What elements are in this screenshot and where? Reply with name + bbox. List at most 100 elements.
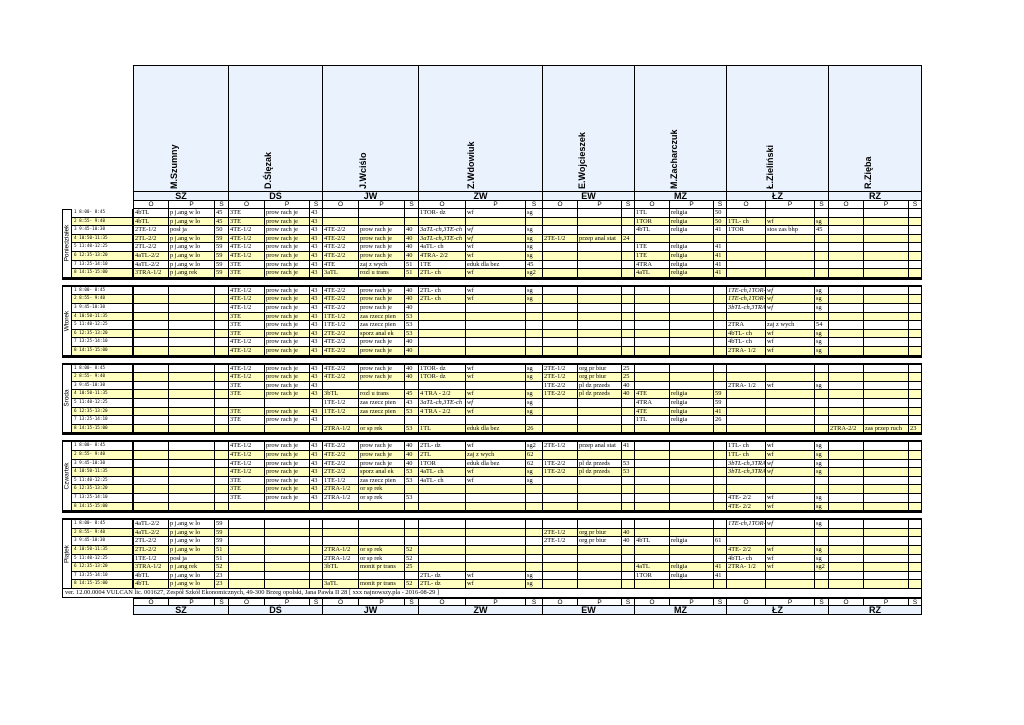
lesson-room: sg (815, 381, 829, 391)
lesson-class: 4TRA (635, 399, 670, 408)
lesson-subject: org pr biur (578, 373, 622, 382)
lesson-subject: wf (766, 459, 815, 469)
lesson-room: 52 (405, 580, 419, 589)
lesson-time: 6 12:35-13:20 (72, 252, 133, 261)
lesson-subject: wf (766, 217, 815, 227)
lesson-class: 4TE- 2/2 (727, 494, 766, 503)
lesson-class (133, 424, 169, 434)
lesson-time: 5 11:40-12:25 (72, 399, 133, 408)
lesson-room: 40 (405, 338, 419, 347)
lesson-room: 40 (405, 243, 419, 252)
lesson-class (727, 571, 766, 581)
lesson-subject (864, 381, 909, 391)
lesson-class (133, 304, 169, 313)
lesson-subject (670, 347, 714, 356)
lesson-room: 53 (405, 321, 419, 330)
lesson-subject (578, 407, 622, 417)
lesson-class: 4TE- 2/2 (727, 502, 766, 512)
column-subheader: S (909, 201, 922, 209)
lesson-room: 43 (310, 312, 323, 322)
column-subheader: S (405, 598, 419, 606)
lesson-subject: religia (670, 209, 714, 218)
teacher-code: RZ (829, 192, 922, 201)
lesson-room (622, 286, 635, 296)
lesson-room (714, 381, 727, 391)
lesson-class (635, 424, 670, 434)
lesson-subject (466, 381, 526, 391)
lesson-room: 40 (622, 537, 635, 546)
lesson-room (526, 520, 543, 529)
lesson-class (133, 494, 169, 503)
lesson-subject: wf (766, 329, 815, 339)
lesson-room: 40 (622, 390, 635, 399)
lesson-subject (578, 399, 622, 408)
lesson-class (229, 520, 265, 529)
lesson-class (727, 424, 766, 434)
lesson-room: 51 (405, 269, 419, 278)
lesson-class: 1TE-1/2 (133, 554, 169, 564)
lesson-class (829, 312, 864, 322)
lesson-class (635, 381, 670, 391)
lesson-subject (359, 381, 405, 391)
lesson-class: 3TRA-1/2 (133, 269, 169, 278)
column-subheader: P (359, 598, 405, 606)
lesson-subject: wf (466, 407, 526, 417)
lesson-room: 59 (215, 528, 229, 538)
lesson-subject (864, 312, 909, 322)
lesson-subject: org pr biur (578, 364, 622, 374)
lesson-subject (169, 442, 215, 451)
lesson-room (310, 546, 323, 555)
lesson-subject (466, 563, 526, 572)
lesson-subject: prow rach je (359, 442, 405, 451)
lesson-subject (578, 451, 622, 460)
lesson-room: sg2 (526, 442, 543, 451)
lesson-room (526, 563, 543, 572)
column-subheader: P (265, 201, 310, 209)
lesson-subject (466, 485, 526, 494)
lesson-room: 62 (526, 451, 543, 460)
day-separator (62, 277, 922, 287)
lesson-class (727, 373, 766, 382)
lesson-time: 7 13:25-14:10 (72, 416, 133, 425)
lesson-class (829, 563, 864, 572)
lesson-room: 25 (405, 563, 419, 572)
lesson-room (622, 520, 635, 529)
lesson-subject (864, 390, 909, 399)
lesson-room: 41 (622, 442, 635, 451)
lesson-class (133, 373, 169, 382)
lesson-room (405, 537, 419, 546)
lesson-subject (864, 243, 909, 252)
lesson-room (215, 321, 229, 330)
lesson-time: 6 12:35-13:20 (72, 329, 133, 339)
lesson-subject (766, 269, 815, 278)
lesson-class (829, 217, 864, 227)
lesson-class: 4TE-1/2 (229, 338, 265, 347)
lesson-subject: zaj z wych (466, 451, 526, 460)
teacher-name: M.Zacharczuk (668, 129, 679, 189)
lesson-subject: wf (766, 304, 815, 313)
lesson-room: 53 (405, 407, 419, 417)
lesson-subject (466, 321, 526, 330)
lesson-room: 54 (815, 321, 829, 330)
lesson-room (714, 286, 727, 296)
lesson-room: sg (526, 252, 543, 261)
lesson-subject (864, 347, 909, 356)
lesson-time: 1 8:00- 8:45 (72, 520, 133, 529)
lesson-room: sg (815, 304, 829, 313)
lesson-subject (169, 468, 215, 477)
teacher-name: M.Szumny (169, 144, 180, 189)
lesson-subject (578, 217, 622, 227)
lesson-class (543, 338, 578, 347)
lesson-room: 43 (310, 459, 323, 469)
lesson-subject: zas rzecz pien (359, 476, 405, 486)
lesson-room: sg (526, 476, 543, 486)
lesson-room (526, 554, 543, 564)
column-subheader: O (727, 201, 766, 209)
lesson-room (815, 373, 829, 382)
lesson-class (543, 407, 578, 417)
lesson-room: 40 (405, 286, 419, 296)
lesson-subject: monit pr trans (359, 563, 405, 572)
lesson-room: sg (526, 390, 543, 399)
lesson-subject: prow rach je (265, 295, 310, 304)
column-subheader: O (133, 598, 169, 606)
